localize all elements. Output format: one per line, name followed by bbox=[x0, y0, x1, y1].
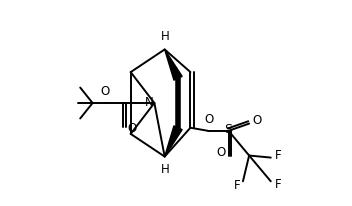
Text: O: O bbox=[216, 146, 225, 159]
Text: O: O bbox=[204, 113, 214, 126]
Text: O: O bbox=[100, 85, 109, 98]
Polygon shape bbox=[165, 126, 182, 157]
Text: H: H bbox=[161, 29, 170, 43]
Text: F: F bbox=[275, 149, 281, 162]
Text: O: O bbox=[127, 122, 136, 135]
Text: S: S bbox=[225, 123, 233, 136]
Text: F: F bbox=[275, 178, 281, 191]
Polygon shape bbox=[165, 49, 182, 80]
Text: N: N bbox=[145, 96, 153, 110]
Text: O: O bbox=[252, 114, 262, 127]
Text: H: H bbox=[161, 163, 170, 177]
Text: F: F bbox=[233, 179, 240, 192]
